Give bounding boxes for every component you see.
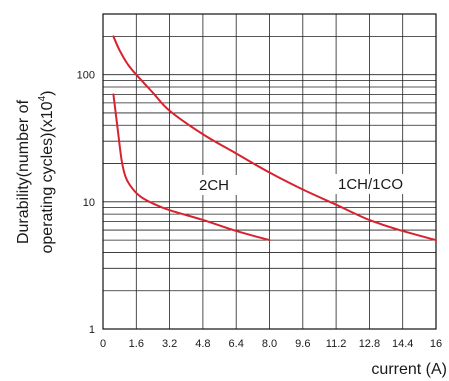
x-tick-label-5: 8.0 (262, 338, 277, 350)
series-label-2ch: 2CH (199, 177, 229, 194)
series-label-bg-2ch (195, 175, 241, 195)
y-axis-title-2: operating cycles)(x104) (37, 91, 56, 254)
x-tick-label-9: 14.4 (392, 338, 413, 350)
y-axis-title-line2-suffix: ) (39, 91, 56, 96)
y-tick-label-1: 10 (83, 197, 95, 209)
series-labels: 1CH/1CO 2CH (195, 174, 420, 195)
y-axis-title-exponent: 4 (37, 95, 48, 101)
series-line-2ch (112, 93, 271, 242)
x-tick-label-7: 11.2 (326, 338, 347, 350)
y-axis-title-line1: Durability(number of (15, 99, 32, 244)
series-label-bg-1ch-1co (334, 174, 420, 194)
tick-labels: 0 1.6 3.2 4.8 6.4 8.0 9.6 11.2 12.8 14.4 16 1 10 100 (77, 70, 442, 350)
x-tick-label-0: 0 (100, 338, 106, 350)
y-axis-title-line2-prefix: operating cycles)(x10 (39, 101, 56, 253)
x-tick-label-6: 9.6 (295, 338, 310, 350)
plot-frame (102, 13, 437, 330)
x-tick-label-8: 12.8 (359, 338, 380, 350)
x-axis-title: current (A) (371, 361, 447, 378)
curves (112, 35, 437, 242)
x-tick-label-2: 3.2 (162, 338, 177, 350)
x-tick-label-10: 16 (430, 338, 442, 350)
y-axis-title: Durability(number of (15, 99, 32, 244)
x-tick-label-3: 4.8 (195, 338, 210, 350)
y-tick-label-2: 100 (77, 70, 95, 82)
x-tick-label-1: 1.6 (129, 338, 144, 350)
series-line-1ch-1co (112, 35, 437, 242)
y-tick-label-0: 1 (89, 324, 95, 336)
x-tick-label-4: 6.4 (229, 338, 244, 350)
y-axis-title-line2: operating cycles)(x104) (37, 91, 56, 254)
series-label-1ch-1co: 1CH/1CO (338, 176, 403, 193)
